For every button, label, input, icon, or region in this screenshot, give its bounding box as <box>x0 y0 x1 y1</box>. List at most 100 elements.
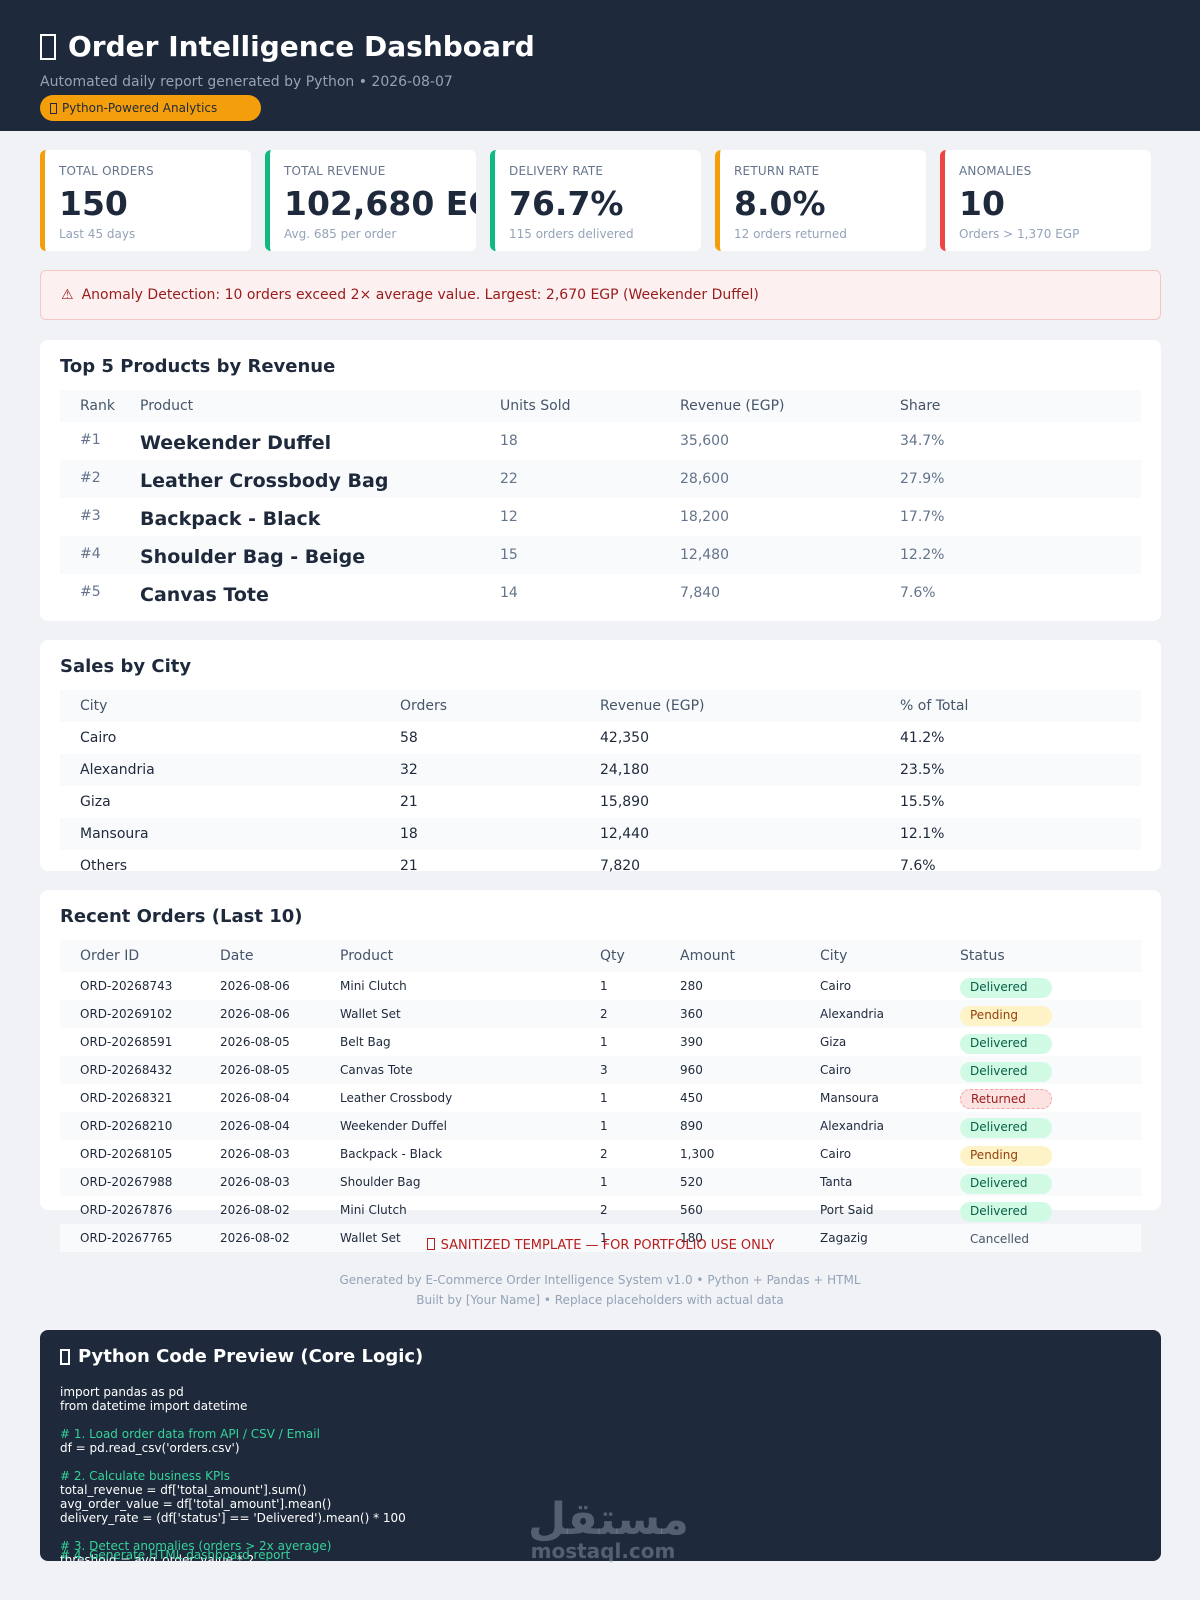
column-header: Rank <box>80 398 115 414</box>
cell-rank: #1 <box>80 432 101 448</box>
cell-pct: 23.5% <box>900 762 945 778</box>
kpi-label: TOTAL ORDERS <box>59 164 154 178</box>
cell-share: 17.7% <box>900 509 945 525</box>
badge-label: Python-Powered Analytics <box>62 101 218 115</box>
cell-revenue: 42,350 <box>600 730 649 746</box>
cell-status: Delivered <box>960 1116 1052 1138</box>
cell-amount: 520 <box>680 1175 703 1189</box>
cell-city: Cairo <box>820 1147 852 1161</box>
code-line: total_revenue = df['total_amount'].sum() <box>60 1483 307 1497</box>
cell-product: Backpack - Black <box>140 508 321 530</box>
kpi-note: Orders > 1,370 EGP <box>959 227 1080 241</box>
page-footer: Generated by E-Commerce Order Intelligen… <box>0 1270 1200 1310</box>
kpi-card: RETURN RATE 8.0% 12 orders returned <box>715 150 926 251</box>
cell-revenue: 18,200 <box>680 509 729 525</box>
cell-orders: 21 <box>400 794 418 810</box>
page-title-row: Order Intelligence Dashboard <box>40 30 1160 64</box>
placeholder-glyph-icon <box>40 34 56 60</box>
cell-product: Shoulder Bag <box>340 1175 421 1189</box>
python-analytics-badge: Python-Powered Analytics <box>40 95 261 121</box>
cell-pct: 7.6% <box>900 858 936 874</box>
cell-status: Delivered <box>960 1060 1052 1082</box>
column-header: Product <box>340 948 394 964</box>
cell-revenue: 15,890 <box>600 794 649 810</box>
code-line: threshold = avg_order_value * 2 <box>60 1553 255 1561</box>
kpi-label: DELIVERY RATE <box>509 164 604 178</box>
cell-id: ORD-20268432 <box>80 1063 173 1077</box>
cell-product: Canvas Tote <box>340 1063 413 1077</box>
cell-status: Returned <box>960 1088 1052 1109</box>
cell-date: 2026-08-06 <box>220 979 290 993</box>
cell-date: 2026-08-02 <box>220 1203 290 1217</box>
status-badge: Delivered <box>960 1118 1052 1138</box>
cell-product: Leather Crossbody Bag <box>140 470 389 492</box>
cell-revenue: 24,180 <box>600 762 649 778</box>
cell-rank: #4 <box>80 546 101 562</box>
code-line: delivery_rate = (df['status'] == 'Delive… <box>60 1511 406 1525</box>
cell-amount: 360 <box>680 1007 703 1021</box>
status-badge: Delivered <box>960 978 1052 998</box>
cell-city: Cairo <box>820 1063 852 1077</box>
cell-product: Shoulder Bag - Beige <box>140 546 366 568</box>
cell-city: Alexandria <box>80 762 155 778</box>
placeholder-glyph-icon <box>50 102 57 114</box>
cell-share: 12.2% <box>900 547 945 563</box>
column-header: Order ID <box>80 948 140 964</box>
cell-qty: 1 <box>600 1119 608 1133</box>
sanitized-watermark: SANITIZED TEMPLATE — FOR PORTFOLIO USE O… <box>40 1238 1161 1253</box>
sales-by-city-table: City Orders Revenue (EGP) % of Total Cairo 58… <box>60 690 1141 882</box>
code-comment-line: # 2. Calculate business KPIs <box>60 1469 231 1483</box>
cell-rank: #2 <box>80 470 101 486</box>
cell-city: Giza <box>80 794 111 810</box>
table-row: #3 Backpack - Black 12 18,200 17.7% <box>60 498 1141 536</box>
cell-amount: 390 <box>680 1035 703 1049</box>
cell-pct: 41.2% <box>900 730 945 746</box>
top-products-table: Rank Product Units Sold Revenue (EGP) Share #… <box>60 390 1141 612</box>
cell-qty: 2 <box>600 1007 608 1021</box>
top-products-card: Top 5 Products by Revenue Rank Product Uni… <box>40 340 1161 621</box>
cell-amount: 180 <box>680 1231 703 1245</box>
table-row: ORD-20268743 2026-08-06 Mini Clutch 1 280 Cai… <box>60 972 1141 1000</box>
cell-product: Belt Bag <box>340 1035 391 1049</box>
cell-revenue: 12,480 <box>680 547 729 563</box>
cell-revenue: 7,840 <box>680 585 721 601</box>
kpi-value: 102,680 EGP <box>284 184 476 223</box>
cell-city: Others <box>80 858 128 874</box>
code-line: df = pd.read_csv('orders.csv') <box>60 1441 240 1455</box>
kpi-value: 150 <box>59 184 128 223</box>
code-preview-title: Python Code Preview (Core Logic) <box>78 1346 424 1367</box>
kpi-label: RETURN RATE <box>734 164 820 178</box>
placeholder-glyph-icon <box>60 1348 70 1365</box>
table-row: ORD-20269102 2026-08-06 Wallet Set 2 360 Alex… <box>60 1000 1141 1028</box>
kpi-value: 10 <box>959 184 1005 223</box>
cell-units: 22 <box>500 471 518 487</box>
table-row: Alexandria 32 24,180 23.5% <box>60 754 1141 786</box>
cell-units: 18 <box>500 433 518 449</box>
cell-orders: 58 <box>400 730 418 746</box>
footer-line-2: Built by [Your Name] • Replace placehold… <box>416 1293 784 1307</box>
top-products-title: Top 5 Products by Revenue <box>60 356 336 377</box>
cell-id: ORD-20268321 <box>80 1091 173 1105</box>
page-subtitle: Automated daily report generated by Pyth… <box>40 74 453 90</box>
table-header-row: City Orders Revenue (EGP) % of Total <box>60 690 1141 722</box>
cell-status: Cancelled <box>960 1228 1052 1250</box>
cell-date: 2026-08-04 <box>220 1091 290 1105</box>
table-row: ORD-20268591 2026-08-05 Belt Bag 1 390 Giza De… <box>60 1028 1141 1056</box>
column-header: Status <box>960 948 1005 964</box>
table-row: Mansoura 18 12,440 12.1% <box>60 818 1141 850</box>
sales-by-city-title: Sales by City <box>60 656 192 677</box>
cell-id: ORD-20268210 <box>80 1119 173 1133</box>
cell-date: 2026-08-05 <box>220 1063 290 1077</box>
code-line: avg_order_value = df['total_amount'].mea… <box>60 1497 332 1511</box>
cell-product: Wallet Set <box>340 1007 401 1021</box>
kpi-label: ANOMALIES <box>959 164 1032 178</box>
table-row: #5 Canvas Tote 14 7,840 7.6% <box>60 574 1141 612</box>
cell-city: Tanta <box>820 1175 853 1189</box>
kpi-card: DELIVERY RATE 76.7% 115 orders delivered <box>490 150 701 251</box>
code-line <box>60 1455 1141 1469</box>
table-row: ORD-20267876 2026-08-02 Mini Clutch 2 560 Por… <box>60 1196 1141 1224</box>
cell-qty: 2 <box>600 1203 608 1217</box>
cell-orders: 18 <box>400 826 418 842</box>
table-row: ORD-20268321 2026-08-04 Leather Crossbody 1… <box>60 1084 1141 1112</box>
status-badge: Returned <box>960 1089 1052 1109</box>
